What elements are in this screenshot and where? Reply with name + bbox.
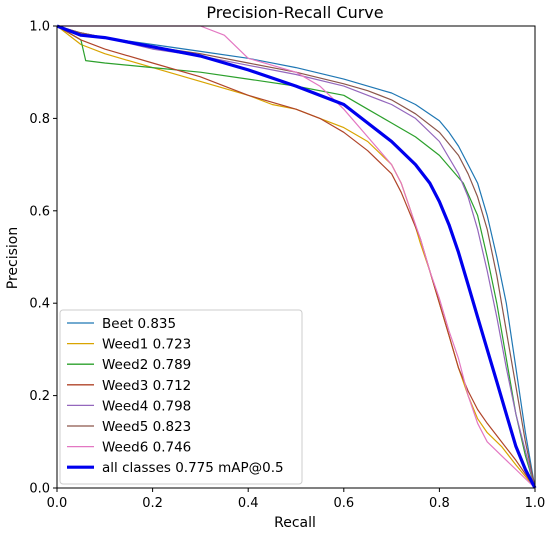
legend-label-2: Weed2 0.789 — [102, 357, 191, 373]
series-line-2 — [56, 25, 536, 489]
axis-ticks: 0.0 0.2 0.4 0.6 0.8 1.0 0.0 0.2 0.4 0.6 0.8 1.0 — [29, 20, 545, 512]
legend-label-3: Weed3 0.712 — [102, 378, 191, 394]
y-tick-label: 1.0 — [29, 20, 50, 35]
legend-label-0: Beet 0.835 — [102, 316, 176, 332]
series-line-3 — [56, 25, 536, 489]
legend-label-4: Weed4 0.798 — [102, 398, 191, 414]
plot-frame — [56, 25, 536, 489]
legend-label-1: Weed1 0.723 — [102, 337, 191, 353]
x-axis-label: Recall — [274, 515, 316, 531]
series-line-7 — [56, 24, 537, 489]
x-tick-label: 1.0 — [525, 496, 546, 511]
plot-area — [56, 24, 537, 489]
x-tick-label: 0.8 — [429, 496, 450, 511]
y-tick-label: 0.0 — [29, 482, 50, 497]
y-axis-label: Precision — [5, 227, 21, 289]
series-line-0 — [56, 25, 536, 489]
series-line-6 — [57, 25, 536, 489]
legend: Beet 0.835 Weed1 0.723 Weed2 0.789 Weed3 0.… — [59, 309, 303, 485]
y-tick-label: 0.2 — [29, 389, 50, 404]
legend-box — [59, 309, 303, 485]
x-tick-label: 0.4 — [238, 496, 259, 511]
y-tick-label: 0.8 — [29, 112, 50, 127]
x-tick-label: 0.6 — [333, 496, 354, 511]
x-tick-label: 0.2 — [142, 496, 163, 511]
legend-label-7: all classes 0.775 mAP@0.5 — [102, 460, 284, 476]
x-tick-label: 0.0 — [47, 496, 68, 511]
legend-label-6: Weed6 0.746 — [102, 440, 191, 456]
y-tick-label: 0.6 — [29, 204, 50, 219]
y-tick-label: 0.4 — [29, 297, 50, 312]
legend-label-5: Weed5 0.823 — [102, 419, 191, 435]
chart-title: Precision-Recall Curve — [206, 3, 383, 22]
